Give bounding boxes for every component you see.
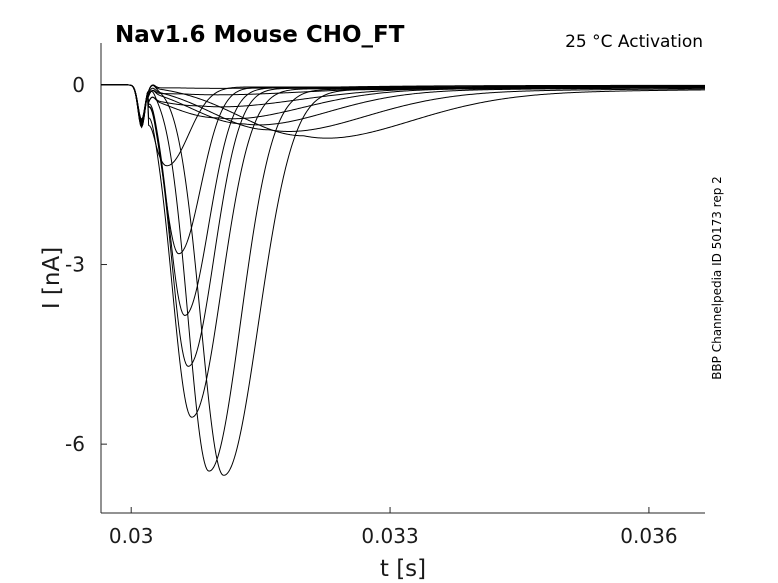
channelpedia-id-note: BBP Channelpedia ID 50173 rep 2 [710,176,724,380]
axes [100,43,705,514]
x-tick-label: 0.03 [109,524,154,548]
current-trace [101,84,705,472]
x-tick-label: 0.033 [361,524,418,548]
current-trace [101,84,705,122]
chart-subtitle: 25 °C Activation [565,32,703,52]
y-tick-label: -6 [65,432,85,456]
y-ticks: 0 -3 -6 [65,73,107,456]
current-trace [101,84,705,476]
x-axis-label: t [s] [380,556,426,582]
y-tick-label: -3 [65,253,85,277]
current-trace [101,84,705,418]
current-trace [101,84,706,316]
current-traces [101,84,706,476]
x-ticks: 0.03 0.033 0.036 [109,507,678,548]
x-tick-label: 0.036 [620,524,677,548]
y-tick-label: 0 [72,73,85,97]
y-axis-label: I [nA] [39,247,65,309]
current-trace [101,84,706,139]
chart-title: Nav1.6 Mouse CHO_FT [115,22,405,48]
current-trace [101,84,706,121]
current-trace [101,84,705,167]
